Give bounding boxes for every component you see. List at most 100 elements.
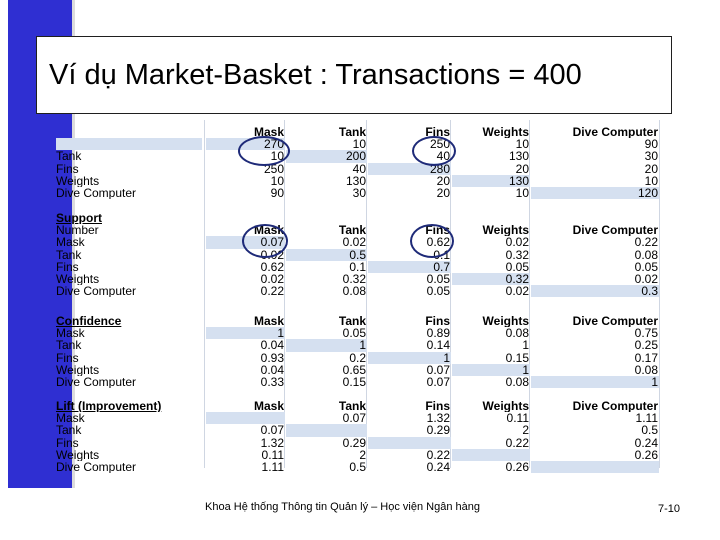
table-cell: 0.2 bbox=[349, 351, 366, 364]
table-cell: 0.3 bbox=[641, 285, 658, 298]
highlight-circle bbox=[410, 224, 454, 258]
row-label: Mask bbox=[56, 412, 85, 425]
table-cell: 0.11 bbox=[261, 448, 284, 461]
table-cell: 0.65 bbox=[342, 363, 366, 376]
table-cell bbox=[286, 424, 368, 436]
table-cell: 1.11 bbox=[635, 412, 658, 425]
table-cell: 0.02 bbox=[505, 236, 529, 249]
table-cell: 0.93 bbox=[260, 351, 284, 364]
table-cell: 0.22 bbox=[505, 436, 529, 449]
column-header: Fins bbox=[425, 315, 450, 327]
table-cell: 0.07 bbox=[426, 363, 450, 376]
table-cell: 10 bbox=[644, 174, 658, 187]
table-cell: 0.02 bbox=[634, 273, 658, 285]
column-header: Tank bbox=[338, 400, 366, 412]
table-cell: 1 bbox=[522, 363, 529, 376]
column-header: Weights bbox=[482, 400, 529, 412]
row-label: Fins bbox=[56, 162, 79, 175]
column-header: Mask bbox=[253, 126, 284, 138]
row-label: Tank bbox=[56, 424, 82, 437]
table-cell: 0.11 bbox=[506, 412, 529, 425]
table-cell: 30 bbox=[352, 187, 366, 199]
table-cell: 0.08 bbox=[505, 376, 529, 388]
table-cell: 0.15 bbox=[342, 376, 366, 388]
row-label: Tank bbox=[56, 248, 82, 261]
table-cell: 0.29 bbox=[426, 424, 450, 437]
table-cell: 0.62 bbox=[260, 260, 284, 273]
table-cell: 0.29 bbox=[342, 436, 366, 449]
table-cell: 0.25 bbox=[634, 339, 658, 352]
table-cell: 0.15 bbox=[505, 351, 529, 364]
table-cell: 0.07 bbox=[260, 424, 284, 437]
column-header: Dive Computer bbox=[572, 224, 658, 237]
table-cell: 200 bbox=[345, 150, 366, 163]
table-cell: 0.32 bbox=[505, 248, 529, 261]
table-cell: 20 bbox=[436, 174, 450, 187]
table-cell: 0.02 bbox=[505, 285, 529, 298]
table-cell: 0.05 bbox=[426, 273, 450, 285]
column-header: Dive Computer bbox=[572, 400, 658, 412]
table-cell: 40 bbox=[352, 162, 366, 175]
table-cell: 0.33 bbox=[260, 376, 284, 388]
table-cell: 0.75 bbox=[634, 327, 658, 340]
table-cell: 0.08 bbox=[342, 285, 366, 298]
column-divider bbox=[284, 120, 285, 468]
table-cell: 0.08 bbox=[634, 248, 658, 261]
table-cell bbox=[368, 437, 452, 449]
table-cell: 0.02 bbox=[342, 236, 366, 249]
diagonal-cell-shade bbox=[452, 174, 530, 187]
title-box: Ví dụ Market-Basket : Transactions = 400 bbox=[36, 36, 672, 114]
table-cell: 30 bbox=[644, 150, 658, 163]
table-cell: 1.32 bbox=[260, 436, 284, 449]
row-label: Dive Computer bbox=[56, 461, 137, 473]
diagonal-cell-shade bbox=[531, 187, 659, 200]
table-cell: 120 bbox=[637, 187, 658, 199]
section-sublabel: Number bbox=[56, 224, 99, 237]
row-label: Mask bbox=[56, 236, 85, 249]
table-cell: 1 bbox=[522, 339, 529, 352]
section-label: Support bbox=[56, 212, 102, 224]
table-cell: 0.24 bbox=[634, 436, 658, 449]
column-header: Weights bbox=[482, 126, 529, 138]
row-shade bbox=[56, 138, 202, 151]
column-divider bbox=[366, 120, 367, 468]
diagonal-cell-shade bbox=[531, 285, 659, 298]
column-divider bbox=[659, 120, 660, 468]
table-cell: 1 bbox=[359, 339, 366, 352]
table-cell: 0.14 bbox=[426, 339, 450, 352]
section-label: Confidence bbox=[56, 315, 122, 327]
table-cell: 0.07 bbox=[426, 376, 450, 388]
diagonal-cell-shade bbox=[368, 260, 451, 273]
table-cell: 0.05 bbox=[505, 260, 529, 273]
table-cell: 0.22 bbox=[634, 236, 658, 249]
row-label: Dive Computer bbox=[56, 285, 137, 298]
table-cell: 10 bbox=[270, 174, 284, 187]
diagonal-cell-shade bbox=[286, 248, 367, 261]
table-cell: 0.08 bbox=[634, 363, 658, 376]
table-cell: 1 bbox=[651, 376, 658, 388]
column-header: Tank bbox=[338, 126, 366, 138]
table-cell: 0.89 bbox=[426, 327, 450, 340]
row-label: Weights bbox=[56, 273, 100, 285]
column-header: Weights bbox=[482, 224, 529, 237]
table-cell: 0.26 bbox=[505, 461, 529, 473]
column-header: Mask bbox=[253, 315, 284, 327]
diagonal-cell-shade bbox=[452, 273, 530, 286]
row-label: Weights bbox=[56, 174, 100, 187]
column-divider bbox=[529, 120, 530, 468]
diagonal-cell-shade bbox=[452, 448, 530, 461]
column-header: Mask bbox=[253, 400, 284, 412]
table-cell: 20 bbox=[515, 162, 529, 175]
column-header: Weights bbox=[482, 315, 529, 327]
table-cell: 20 bbox=[436, 187, 450, 199]
section-label: Lift (Improvement) bbox=[56, 400, 162, 412]
table-cell: 0.5 bbox=[349, 248, 366, 261]
highlight-circle bbox=[242, 224, 288, 258]
table-cell: 0.26 bbox=[634, 448, 658, 461]
diagonal-cell-shade bbox=[531, 376, 659, 389]
table-cell: 0.05 bbox=[634, 260, 658, 273]
diagonal-cell-shade bbox=[286, 424, 367, 437]
slide-title: Ví dụ Market-Basket : Transactions = 400 bbox=[49, 59, 582, 91]
table-cell: 10 bbox=[515, 138, 529, 151]
